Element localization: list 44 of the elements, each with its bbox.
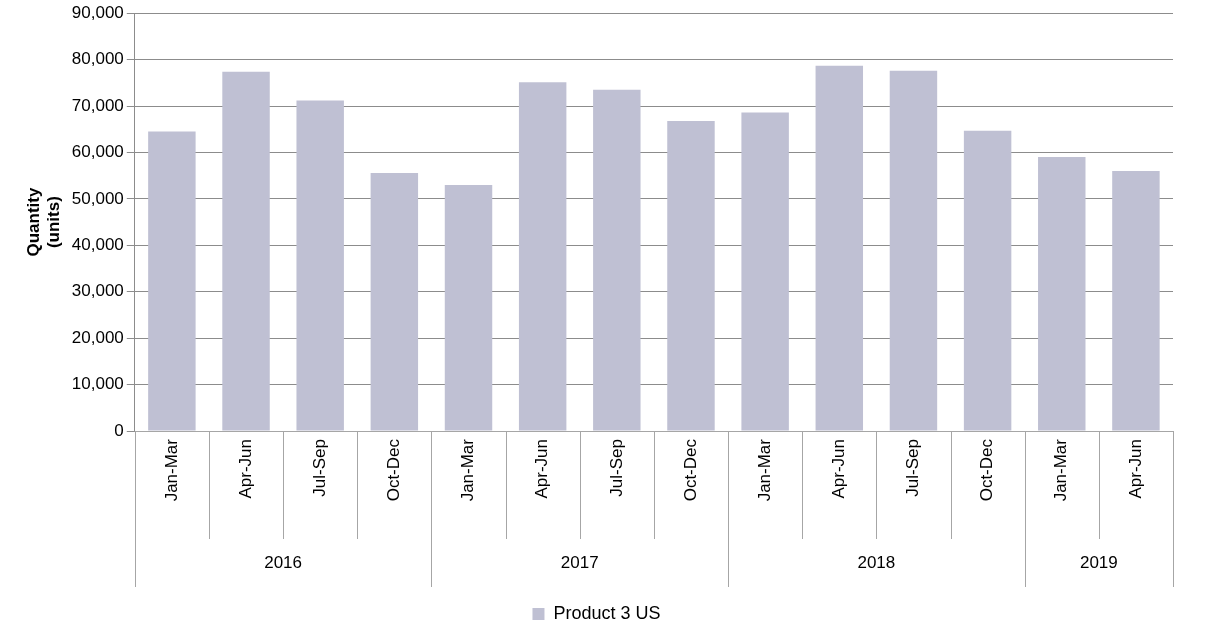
x-tick-label: Jan-Mar [1051,438,1071,502]
bar [1038,157,1086,431]
y-tick-label: 0 [114,420,124,440]
y-tick-label: 20,000 [71,327,124,347]
y-tick-label: 60,000 [71,142,124,162]
x-tick-label: Jan-Mar [161,438,181,502]
x-tick-label: Apr-Jun [532,439,552,499]
y-tick-label: 80,000 [71,49,124,69]
x-tick-label: Jul-Sep [903,439,923,497]
y-axis-title: Quantity (units) [23,187,64,257]
legend-label: Product 3 US [553,602,661,623]
bar [667,120,715,431]
bar [444,184,493,431]
y-tick-label: 50,000 [71,188,124,208]
bar [370,172,419,431]
text: 2016 [264,552,303,572]
y-tick-label: 30,000 [71,281,124,301]
x-tick-label: Oct-Dec [977,438,997,502]
bar [741,112,789,431]
text: 2018 [857,552,896,572]
x-tick-label: Jan-Mar [754,438,774,502]
y-tick-label: 10,000 [71,374,124,394]
x-tick-label: Jul-Sep [309,439,329,497]
bar [889,70,938,431]
bar [296,100,344,431]
bar [222,71,270,431]
x-tick-label: Oct-Dec [680,438,700,502]
bar [593,89,641,431]
x-tick-label: Apr-Jun [828,439,848,499]
x-tick-label: Oct-Dec [384,438,404,502]
text: 2019 [1079,552,1118,572]
y-tick-label: 40,000 [71,235,124,254]
x-tick-label: Apr-Jun [1125,439,1145,499]
bar [1112,171,1160,431]
text: 2017 [560,552,599,572]
x-tick-label: Jan-Mar [458,438,478,502]
bar [148,131,196,431]
y-tick-label: 90,000 [71,2,124,22]
bar [963,130,1012,431]
bar [815,65,864,431]
y-tick-label: 70,000 [71,95,124,115]
x-tick-label: Jul-Sep [606,439,626,497]
bar [518,82,567,431]
x-tick-label: Apr-Jun [235,439,255,499]
